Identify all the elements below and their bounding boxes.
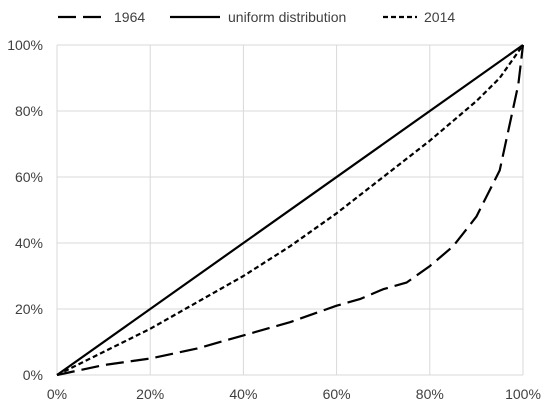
grid (57, 44, 524, 375)
y-tick-label: 20% (15, 301, 43, 317)
legend: 1964 uniform distribution 2014 (58, 9, 455, 25)
y-tick-label: 100% (7, 37, 43, 53)
series-group (56, 44, 525, 377)
series-line-2014 (56, 44, 524, 376)
y-tick-label: 80% (15, 103, 43, 119)
legend-label: 1964 (114, 9, 145, 25)
x-tick-label: 80% (416, 386, 444, 402)
x-tick-label: 20% (136, 386, 164, 402)
series-line-1964 (56, 44, 525, 377)
legend-label: 2014 (424, 9, 455, 25)
y-tick-label: 40% (15, 235, 43, 251)
x-tick-label: 60% (323, 386, 351, 402)
x-tick-label: 100% (505, 386, 541, 402)
y-tick-labels: 0% 20% 40% 60% 80% 100% (7, 37, 43, 383)
y-tick-label: 60% (15, 169, 43, 185)
x-tick-label: 0% (47, 386, 67, 402)
y-tick-label: 0% (23, 367, 43, 383)
x-tick-labels: 0% 20% 40% 60% 80% 100% (47, 386, 541, 402)
series-line-uniform-distribution (56, 44, 524, 376)
x-tick-label: 40% (229, 386, 257, 402)
legend-label: uniform distribution (228, 9, 346, 25)
axes (56, 45, 523, 376)
